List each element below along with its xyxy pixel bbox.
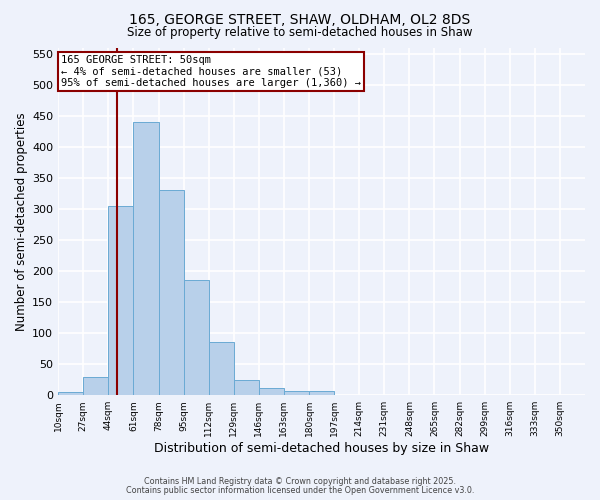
- Text: Contains public sector information licensed under the Open Government Licence v3: Contains public sector information licen…: [126, 486, 474, 495]
- X-axis label: Distribution of semi-detached houses by size in Shaw: Distribution of semi-detached houses by …: [154, 442, 489, 455]
- Bar: [259, 388, 284, 395]
- Bar: [309, 391, 334, 395]
- Bar: [184, 280, 209, 395]
- Bar: [133, 122, 158, 395]
- Bar: [234, 380, 259, 395]
- Bar: [284, 391, 309, 395]
- Bar: [209, 342, 234, 395]
- Text: Contains HM Land Registry data © Crown copyright and database right 2025.: Contains HM Land Registry data © Crown c…: [144, 477, 456, 486]
- Text: 165 GEORGE STREET: 50sqm
← 4% of semi-detached houses are smaller (53)
95% of se: 165 GEORGE STREET: 50sqm ← 4% of semi-de…: [61, 55, 361, 88]
- Text: 165, GEORGE STREET, SHAW, OLDHAM, OL2 8DS: 165, GEORGE STREET, SHAW, OLDHAM, OL2 8D…: [130, 12, 470, 26]
- Bar: [109, 206, 133, 395]
- Bar: [83, 376, 109, 395]
- Y-axis label: Number of semi-detached properties: Number of semi-detached properties: [15, 112, 28, 330]
- Bar: [58, 392, 83, 395]
- Text: Size of property relative to semi-detached houses in Shaw: Size of property relative to semi-detach…: [127, 26, 473, 39]
- Bar: [158, 190, 184, 395]
